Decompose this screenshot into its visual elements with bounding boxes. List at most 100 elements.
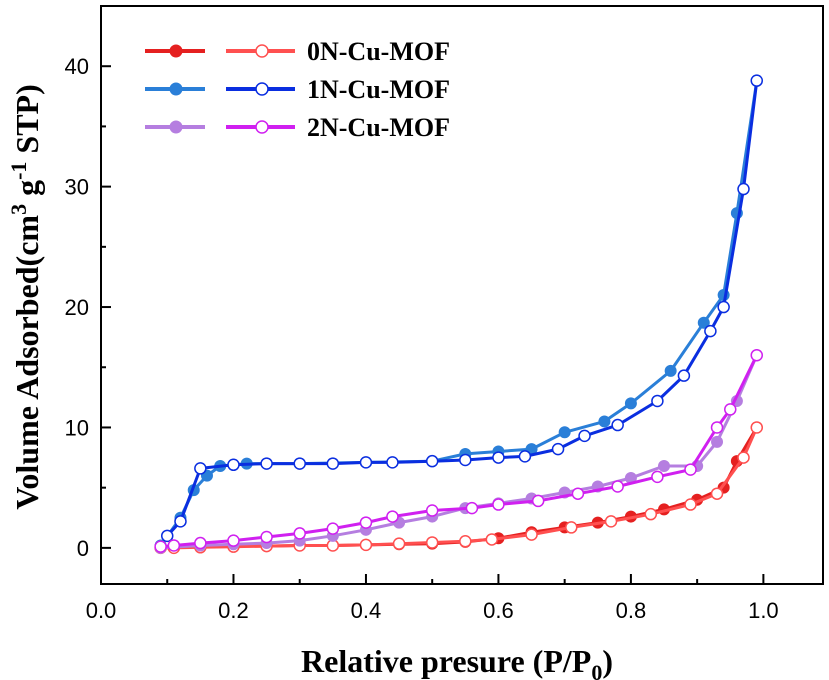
x-axis-title: Relative presure (P/P0) xyxy=(301,643,613,680)
series-2-adsorption-branch xyxy=(154,349,763,554)
series-0-desorption-branch xyxy=(154,421,764,555)
series-0-desorption-point xyxy=(392,537,406,550)
x-axis-title-main: Relative presure (P/P xyxy=(301,643,591,679)
y-axis-title-sup1: 3 xyxy=(6,204,31,215)
x-tick-label: 0.4 xyxy=(351,598,382,623)
series-2-desorption-point xyxy=(684,463,697,476)
series-1-desorption-point xyxy=(326,457,340,470)
y-axis-title: Volume Adsorbed(cm3 g-1 STP) xyxy=(6,84,45,510)
series-1-desorption-point xyxy=(227,458,240,472)
series-0-desorption-point xyxy=(737,451,750,464)
y-tick-label: 30 xyxy=(65,175,89,200)
series-2-desorption-point xyxy=(492,498,505,511)
legend-label: 1N-Cu-MOF xyxy=(307,75,450,104)
series-2-desorption-line xyxy=(160,354,759,549)
series-1-desorption-point xyxy=(459,453,472,467)
series-2-desorption-point xyxy=(611,480,624,493)
x-tick-label: 1.0 xyxy=(748,598,779,623)
series-1-adsorption-point xyxy=(664,364,677,377)
legend-label: 2N-Cu-MOF xyxy=(307,113,450,142)
series-0-desorption-point xyxy=(425,536,439,549)
series-2-desorption-point xyxy=(571,487,585,500)
legend-desorption-marker xyxy=(255,44,269,58)
series-1-adsorption-point xyxy=(558,426,571,439)
y-tick-label: 40 xyxy=(65,54,89,79)
series-1-desorption-point xyxy=(492,451,505,464)
series-0-desorption-point xyxy=(750,421,764,434)
series-2-adsorption-point xyxy=(711,435,724,448)
series-2-desorption-point xyxy=(167,539,181,552)
y-axis-title-end: STP) xyxy=(9,84,45,161)
series-1-desorption-point xyxy=(677,369,691,382)
series-2-desorption-point xyxy=(359,516,373,529)
series-1-adsorption-point xyxy=(598,415,611,428)
legend: 0N-Cu-MOF 1N-Cu-MOF 2N-Cu-MOF xyxy=(145,37,450,142)
y-tick-label: 0 xyxy=(77,536,89,561)
x-tick-label: 0.8 xyxy=(616,598,647,623)
series-2-desorption-point xyxy=(465,501,479,515)
series-2-desorption-point xyxy=(260,530,273,544)
legend-item: 0N-Cu-MOF xyxy=(145,37,450,66)
x-axis-title-sub: 0 xyxy=(591,660,602,680)
series-2-desorption-point xyxy=(710,421,724,434)
x-tick-label: 0.6 xyxy=(483,598,514,623)
series-2-desorption-point xyxy=(194,536,207,550)
x-tick-label: 0.0 xyxy=(86,598,117,623)
series-1-desorption-point xyxy=(651,394,664,408)
series-0-desorption-point xyxy=(359,538,373,552)
series-2-adsorption-point xyxy=(658,459,671,472)
series-1-desorption-point xyxy=(194,462,207,475)
plot-frame xyxy=(100,5,824,585)
legend-desorption-marker xyxy=(255,120,269,134)
series-1-desorption-point xyxy=(611,418,624,432)
series-0-desorption-line xyxy=(160,426,759,550)
series-1-desorption-point xyxy=(359,456,373,469)
series-0-desorption-point xyxy=(710,487,724,500)
series-1-desorption-point xyxy=(260,457,273,470)
series-2-desorption-point xyxy=(227,534,240,547)
series-2-desorption-point xyxy=(326,522,340,535)
series-0-desorption-point xyxy=(684,498,697,511)
legend-item: 1N-Cu-MOF xyxy=(145,75,450,104)
series-0-desorption-point xyxy=(485,533,499,546)
series-1-adsorption-point xyxy=(624,397,637,410)
legend-label: 0N-Cu-MOF xyxy=(307,37,450,66)
series-2-desorption-point xyxy=(531,494,545,508)
series-1-desorption-point xyxy=(425,454,439,468)
series-0-desorption-point xyxy=(565,521,578,534)
series-1-adsorption-point xyxy=(697,316,710,329)
series-1-desorption-point xyxy=(750,74,764,87)
y-axis-title-main: Volume Adsorbed(cm xyxy=(9,215,45,510)
legend-adsorption-marker xyxy=(169,120,183,134)
series-0-desorption-point xyxy=(644,507,658,521)
series-2-desorption-point xyxy=(750,348,764,362)
series-2-desorption-point xyxy=(651,470,664,484)
x-axis-title-end: ) xyxy=(602,643,613,679)
y-tick-label: 20 xyxy=(65,295,89,320)
y-axis-title-sup2: -1 xyxy=(6,162,31,180)
y-axis-title-mid: g xyxy=(9,180,45,204)
series-0-desorption-point xyxy=(604,515,618,528)
y-tick-label: 10 xyxy=(65,415,89,440)
series-2-desorption-point xyxy=(724,403,737,416)
axis-ticks: 0.0 0.2 0.4 0.6 0.8 1.0 0 10 20 30 40 xyxy=(65,54,779,623)
series-layer xyxy=(154,74,764,555)
series-0-adsorption-branch xyxy=(154,421,763,554)
series-2-desorption-point xyxy=(386,510,399,523)
series-0-adsorption-line xyxy=(160,426,759,550)
series-0-desorption-point xyxy=(459,535,472,548)
x-tick-label: 0.2 xyxy=(218,598,249,623)
series-1-desorption-point xyxy=(551,442,565,456)
series-1-desorption-point xyxy=(160,529,174,543)
series-0-desorption-point xyxy=(525,528,538,541)
series-2-desorption-point xyxy=(425,504,439,517)
legend-adsorption-marker xyxy=(169,82,183,96)
series-1-desorption-branch xyxy=(160,74,764,543)
series-1-desorption-point xyxy=(578,429,591,443)
series-2-desorption-point xyxy=(293,527,306,540)
legend-item: 2N-Cu-MOF xyxy=(145,113,450,142)
series-1-desorption-line xyxy=(166,80,759,537)
series-2-desorption-point xyxy=(154,540,167,553)
series-1-desorption-point xyxy=(518,450,532,463)
